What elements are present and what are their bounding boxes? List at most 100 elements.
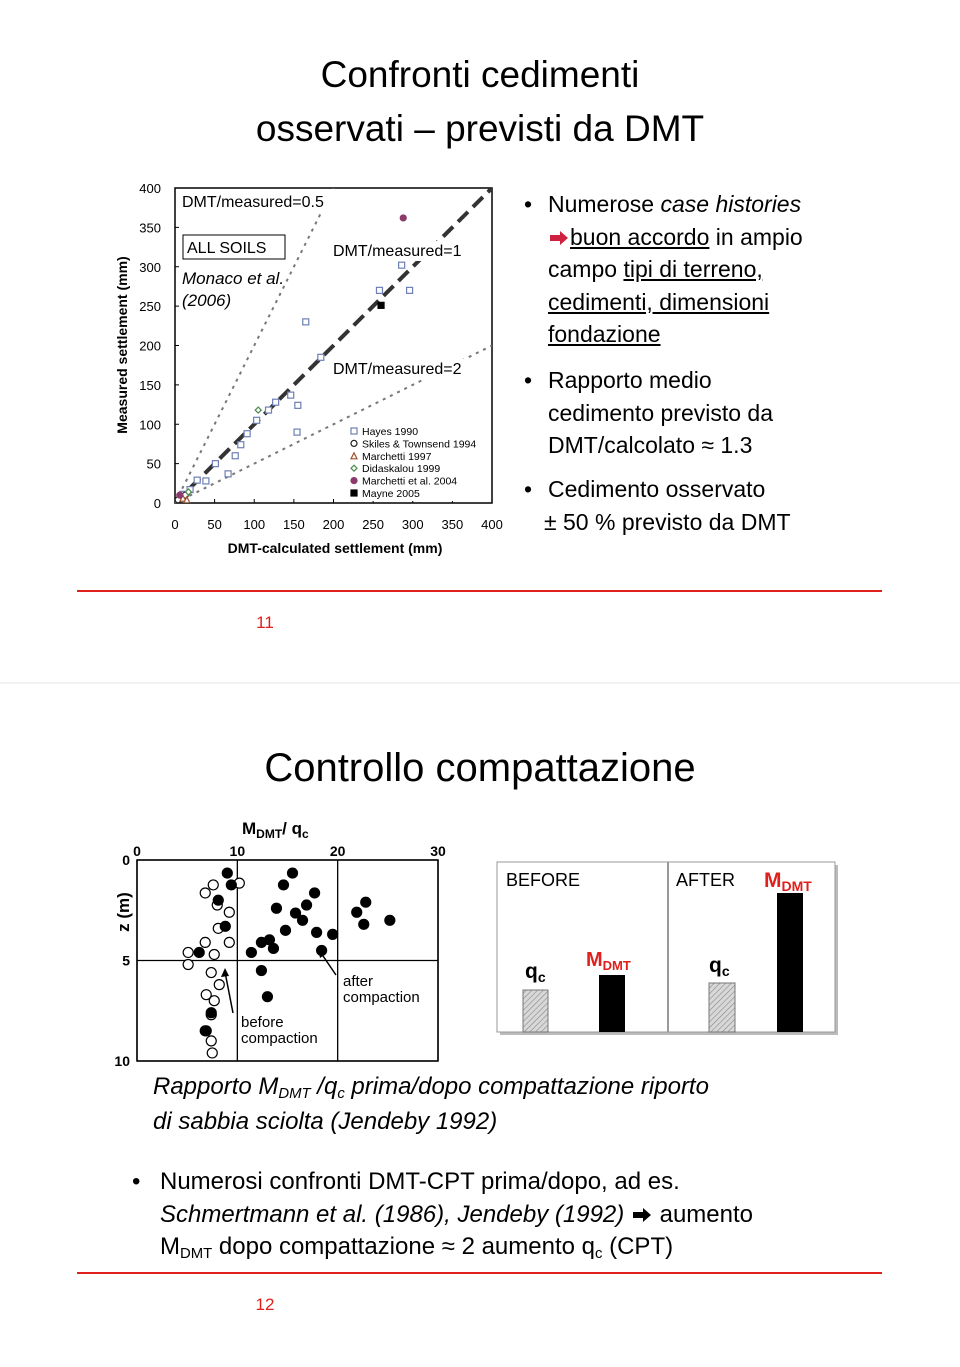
arrow <box>224 971 234 1014</box>
x-tick-label: 300 <box>402 517 424 532</box>
text: Rapporto M <box>153 1073 279 1100</box>
plot-area <box>175 188 492 503</box>
y-tick-label: 5 <box>122 953 130 969</box>
point <box>272 398 280 406</box>
point <box>207 879 219 891</box>
point <box>225 879 237 891</box>
text: buon accordo <box>570 223 710 250</box>
y-tick-label: 150 <box>139 378 161 393</box>
point <box>182 958 194 971</box>
y-axis-label: z (m) <box>114 892 133 932</box>
scatter-chart: 0 50 100 150 200 250 300 350 400 0 50 100 150 200 250 3… <box>139 181 503 532</box>
reference-label: DMT/measured=1 <box>333 243 462 260</box>
point <box>377 301 385 309</box>
point <box>255 964 268 977</box>
point <box>264 406 273 414</box>
arrow-head <box>221 968 229 977</box>
point <box>202 477 210 485</box>
text: DMT/calcolato ≈ 1.3 <box>548 432 753 458</box>
point <box>358 918 370 930</box>
point <box>176 491 184 499</box>
panel-label: MDMT <box>764 869 812 894</box>
reference-label: DMT/measured=0.5 <box>182 194 324 211</box>
point <box>199 1025 211 1037</box>
annotation: compaction <box>241 1030 318 1047</box>
arrow <box>320 952 337 976</box>
y-tick-label: 400 <box>139 181 161 196</box>
point <box>224 470 232 478</box>
point <box>302 318 310 326</box>
slide-title: osservati – previsti da DMT <box>255 108 705 149</box>
annotation: (2006) <box>182 291 231 310</box>
point <box>205 1007 217 1019</box>
x-tick-label: 150 <box>283 517 305 532</box>
point <box>182 946 194 959</box>
reference-line <box>175 188 492 503</box>
x-tick-label: 250 <box>362 517 384 532</box>
label-box <box>182 234 286 260</box>
legend-label: Didaskalou 1999 <box>362 463 440 475</box>
point <box>405 286 414 294</box>
bar <box>708 982 736 1033</box>
bar <box>777 893 803 1032</box>
point <box>375 286 384 294</box>
reference-line <box>175 188 335 503</box>
y-tick-label: 100 <box>139 417 161 432</box>
x-tick-label: 50 <box>207 517 221 532</box>
x-tick-label: 20 <box>330 843 346 859</box>
point <box>384 914 396 926</box>
bar-label: qc <box>525 960 546 985</box>
x-tick-label: 0 <box>133 843 141 859</box>
bullet: • Rapporto medio cedimento previsto da DM… <box>524 367 774 458</box>
panel-label: AFTER <box>676 870 735 890</box>
point <box>200 989 212 1001</box>
bullet: • Numerosi confronti DMT-CPT prima/dopo, … <box>132 1168 753 1262</box>
point <box>231 452 239 460</box>
text: di sabbia sciolta (Jendeby 1992) <box>153 1108 498 1135</box>
panel-label: BEFORE <box>506 870 580 890</box>
point <box>199 887 211 899</box>
page-number: 11 <box>256 613 274 632</box>
text: Numerosi confronti DMT-CPT prima/dopo, a… <box>160 1168 680 1195</box>
y-tick-label: 50 <box>147 457 161 472</box>
point <box>327 928 339 940</box>
text: tipi di terreno, <box>623 256 763 282</box>
point <box>206 1047 218 1059</box>
slide-title: Controllo compattazione <box>264 746 696 790</box>
text: c <box>337 1086 345 1102</box>
text: prima/dopo compattazione riporto <box>344 1073 709 1100</box>
point <box>193 476 201 484</box>
text: dopo compattazione ≈ 2 aumento q <box>212 1233 595 1260</box>
annotation: Monaco et al. <box>182 269 284 288</box>
point <box>205 1035 217 1047</box>
reference-label: DMT/measured=2 <box>333 361 462 378</box>
label-bg <box>180 192 338 212</box>
bar-label: qc <box>709 954 730 979</box>
text: campo <box>548 256 624 282</box>
text: fondazione <box>548 321 661 347</box>
point <box>277 879 290 891</box>
x-tick-label: 0 <box>171 517 178 532</box>
text: (CPT) <box>602 1233 674 1260</box>
arrow-head <box>318 949 326 958</box>
y-tick-label: 200 <box>139 339 161 354</box>
point <box>289 907 302 919</box>
bar <box>599 975 625 1032</box>
bar-label: MDMT <box>586 949 631 973</box>
arrow-icon <box>632 1207 651 1222</box>
x-tick-label: 400 <box>481 517 503 532</box>
bar <box>522 989 549 1033</box>
point <box>399 214 407 222</box>
arrow-icon <box>550 230 568 245</box>
bullet: • Numerose case histories buon accordo in… <box>524 191 803 347</box>
legend-label: Hayes 1990 <box>362 426 418 438</box>
text: Rapporto medio <box>548 367 712 393</box>
point <box>287 391 295 399</box>
point <box>223 936 235 949</box>
point <box>245 946 257 959</box>
text: DMT <box>180 1246 213 1262</box>
legend-label: Marchetti et al. 2004 <box>362 476 457 488</box>
point <box>294 401 302 409</box>
point <box>199 936 211 949</box>
